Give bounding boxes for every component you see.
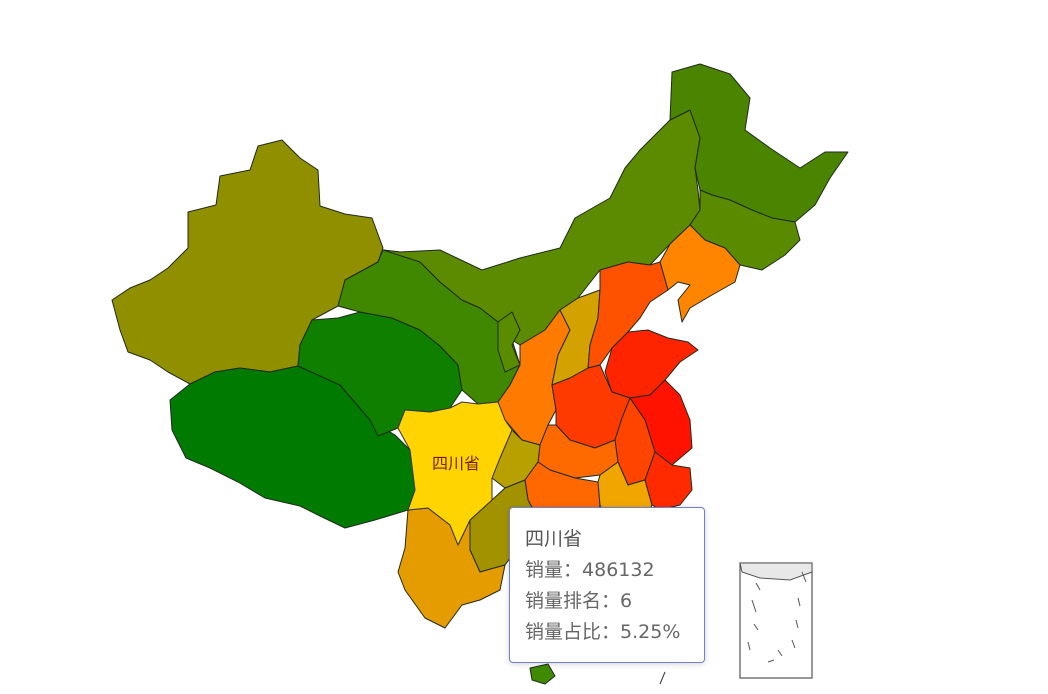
- region-sichuan[interactable]: [397, 401, 513, 546]
- tooltip-rank-value: 6: [620, 590, 633, 612]
- region-liaoning[interactable]: [659, 224, 741, 323]
- tooltip-rank: 销量排名：6: [525, 586, 690, 617]
- tooltip-title: 四川省: [525, 528, 583, 550]
- tooltip-share: 销量占比：5.25%: [525, 617, 690, 648]
- region-zhejiang[interactable]: [644, 451, 693, 511]
- region-ningxia[interactable]: [497, 311, 521, 373]
- tooltip: 四川省 销量：486132 销量排名：6 销量占比：5.25%: [509, 507, 705, 663]
- tooltip-sales-label: 销量：: [525, 559, 583, 581]
- tooltip-share-value: 5.25%: [620, 621, 681, 643]
- tooltip-sales: 销量：486132: [525, 555, 690, 586]
- region-heilongjiang[interactable]: [669, 63, 849, 223]
- tooltip-sales-value: 486132: [582, 559, 655, 581]
- tooltip-rank-label: 销量排名：: [525, 590, 621, 612]
- south-china-sea-inset: [739, 562, 813, 679]
- tooltip-share-label: 销量占比：: [525, 621, 621, 643]
- region-label-sichuan: 四川省: [432, 454, 480, 473]
- small-mark: [659, 671, 666, 685]
- region-hainan[interactable]: [529, 663, 556, 685]
